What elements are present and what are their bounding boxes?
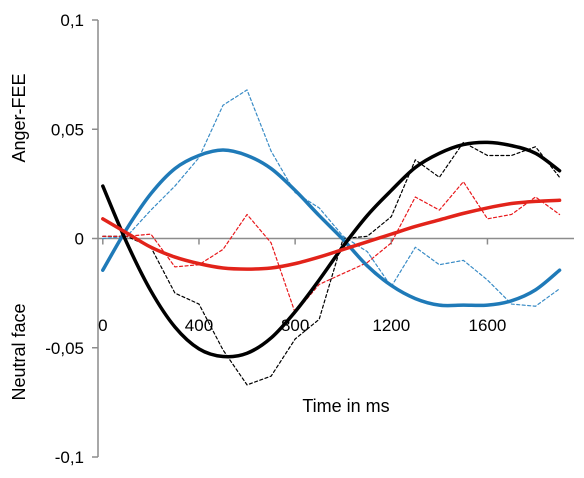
- y-tick-label: -0,1: [55, 448, 84, 467]
- series-line-solid-3: [101, 148, 562, 308]
- series-layer: [101, 89, 562, 386]
- series-line-dashed-0: [102, 89, 561, 307]
- x-ticks: [102, 238, 489, 245]
- x-tick-labels: 0 400 800 1200 1600: [98, 316, 506, 335]
- y-tick-label: 0,05: [51, 120, 84, 139]
- x-tick-label: 400: [185, 316, 213, 335]
- y-tick-label: 0: [75, 230, 84, 249]
- series-line-solid-5: [101, 198, 562, 271]
- y-ticks: [92, 19, 98, 458]
- series-line-dashed-1: [102, 141, 561, 386]
- x-axis-label: Time in ms: [302, 396, 389, 416]
- x-tick-label: 1600: [469, 316, 507, 335]
- x-tick-label: 1200: [372, 316, 410, 335]
- y-tick-label: -0,05: [45, 339, 84, 358]
- y-axis-label-bottom: Neutral face: [9, 303, 29, 400]
- y-tick-labels: 0,1 0,05 0 -0,05 -0,1: [45, 11, 84, 467]
- x-tick-label: 0: [98, 316, 107, 335]
- axes: [92, 19, 574, 458]
- x-tick-label: 800: [281, 316, 309, 335]
- series-line-dashed-2: [102, 181, 561, 314]
- series-line-solid-4: [101, 140, 562, 359]
- y-axis-label-top: Anger-FEE: [9, 73, 29, 162]
- y-tick-label: 0,1: [60, 11, 84, 30]
